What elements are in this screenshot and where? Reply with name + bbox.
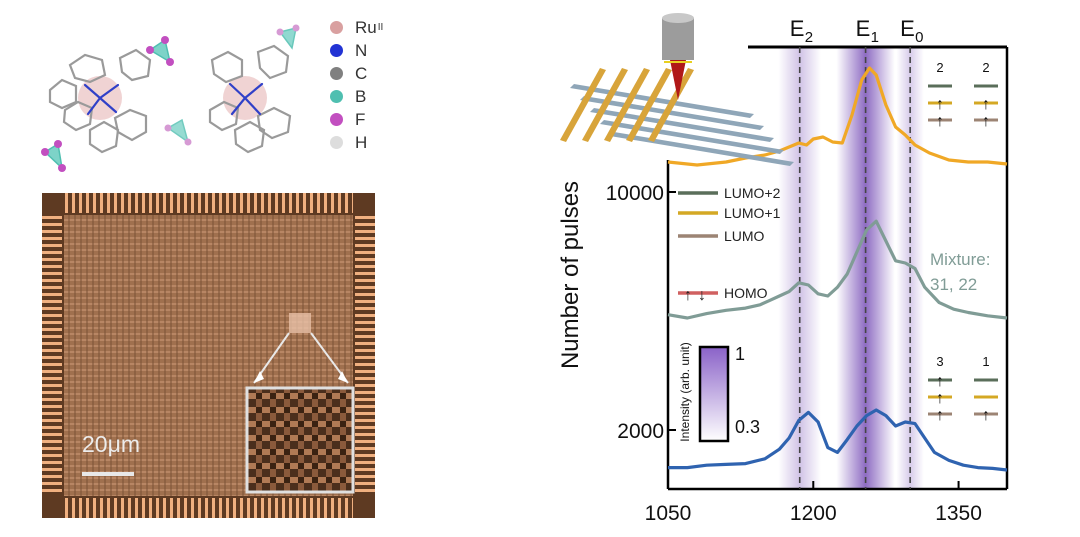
y-axis-title: Number of pulses <box>557 181 584 369</box>
element-label: H <box>355 132 368 152</box>
nanowire-top <box>570 84 754 118</box>
element-label: B <box>355 86 367 106</box>
nanowire-top <box>600 120 784 154</box>
bf4-anion <box>41 24 300 172</box>
element-legend: Ru II N C B F H <box>330 16 410 154</box>
element-label: Ru <box>355 17 377 37</box>
element-superscript: II <box>377 22 384 33</box>
element-label: C <box>355 63 368 83</box>
spin-up-icon: ↑ <box>982 113 990 130</box>
element-swatch <box>330 136 343 149</box>
energy-marker-label: E <box>790 16 805 41</box>
legend-item-ru: Ru II <box>330 16 410 39</box>
y-tick-label: 10000 <box>606 182 664 205</box>
spin-up-icon: ↑ <box>936 113 944 130</box>
element-label: N <box>355 40 368 60</box>
orbital-legend-label: LUMO+2 <box>724 185 781 201</box>
scale-label: 20μm <box>82 431 140 457</box>
spin-up-icon: ↑ <box>936 390 944 407</box>
element-swatch <box>330 90 343 103</box>
spin-up-icon: ↑ <box>982 407 990 424</box>
ru-complex-2 <box>208 44 292 154</box>
orbital-legend-label: LUMO+1 <box>724 205 781 221</box>
element-swatch <box>330 113 343 126</box>
legend-item-h: H <box>330 131 410 154</box>
zoom-inset <box>245 386 355 494</box>
molecular-structure <box>41 24 300 172</box>
energy-marker-subscript: 2 <box>805 29 813 46</box>
nanowire-top <box>610 132 794 166</box>
legend-item-c: C <box>330 62 410 85</box>
orbital-legend-label: HOMO <box>724 285 768 301</box>
legend-item-n: N <box>330 39 410 62</box>
element-swatch <box>330 21 343 34</box>
spin-up-icon: ↑ <box>936 373 944 390</box>
spin-up-icon: ↑ <box>936 96 944 113</box>
spectrum-series-3 <box>668 408 1008 472</box>
stm-tip-body <box>662 18 694 60</box>
element-label: F <box>355 109 366 129</box>
series-label-mixture: Mixture: <box>930 250 990 269</box>
energy-marker-subscript: 0 <box>915 29 923 46</box>
colorbar-max-label: 1 <box>735 344 745 364</box>
occupancy-label: 1 <box>982 354 989 369</box>
crossbar-illustration <box>560 13 794 166</box>
orbital-legend-label: LUMO <box>724 228 765 244</box>
energy-marker-label: E <box>856 16 871 41</box>
tip-band <box>664 61 692 63</box>
energy-marker-label: E <box>900 16 915 41</box>
colorbar <box>698 345 730 443</box>
nanowire-bottom <box>582 68 628 142</box>
nanowire-bottom <box>626 68 672 142</box>
ru-complex-1 <box>48 48 152 154</box>
nanowire-bottom <box>560 68 606 142</box>
selected-region <box>289 313 311 333</box>
legend-item-b: B <box>330 85 410 108</box>
occupancy-label: 2 <box>982 60 989 75</box>
colorbar-title: Intensity (arb. unit) <box>678 342 692 441</box>
nanowire-bottom <box>604 68 650 142</box>
spin-up-icon: ↑ <box>982 96 990 113</box>
spin-up-icon: ↑ <box>936 407 944 424</box>
nanowire-bottom <box>648 68 694 142</box>
crossbar-micrograph <box>42 193 375 518</box>
spectrum-series-2 <box>667 219 1008 320</box>
stm-tip-apex <box>670 60 686 100</box>
y-tick-label: 2000 <box>617 420 664 443</box>
spin-up-icon: ↑ <box>684 287 692 304</box>
series-label-mixture: 31, 22 <box>930 275 977 294</box>
legend-item-f: F <box>330 108 410 131</box>
x-tick-label: 1350 <box>935 502 982 525</box>
spin-down-icon: ↓ <box>698 287 706 304</box>
element-swatch <box>330 44 343 57</box>
nanowire-top <box>590 108 774 142</box>
spectrum-series-1 <box>667 66 1008 167</box>
energy-marker-subscript: 1 <box>871 29 879 46</box>
element-swatch <box>330 67 343 80</box>
x-tick-label: 1050 <box>645 502 692 525</box>
stm-tip-top <box>662 13 694 23</box>
occupancy-label: 3 <box>936 354 943 369</box>
colorbar-min-label: 0.3 <box>735 417 760 437</box>
x-tick-label: 1200 <box>790 502 837 525</box>
occupancy-label: 2 <box>936 60 943 75</box>
